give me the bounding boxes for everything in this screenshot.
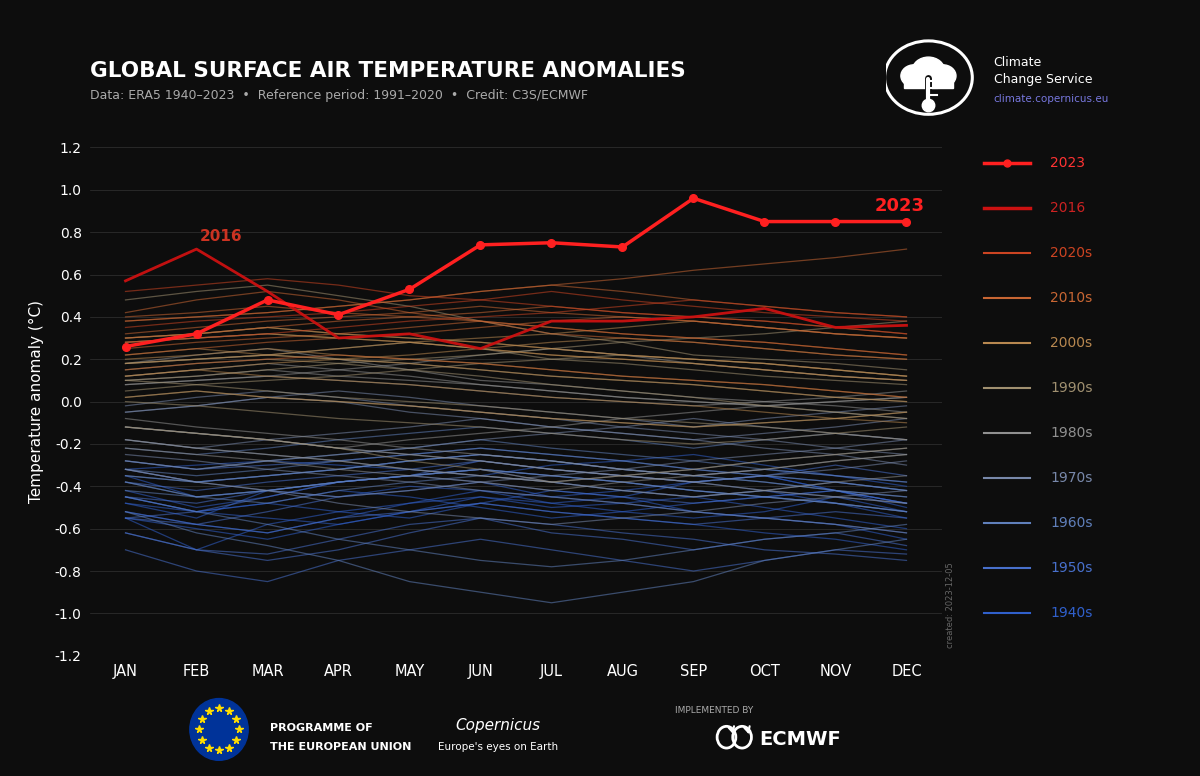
- Text: created: 2023-12-05: created: 2023-12-05: [946, 562, 955, 648]
- Text: 2010s: 2010s: [1050, 291, 1092, 305]
- Text: THE EUROPEAN UNION: THE EUROPEAN UNION: [270, 742, 412, 751]
- Text: GLOBAL SURFACE AIR TEMPERATURE ANOMALIES: GLOBAL SURFACE AIR TEMPERATURE ANOMALIES: [90, 61, 685, 81]
- Bar: [904, 72, 953, 88]
- Text: 1970s: 1970s: [1050, 471, 1092, 485]
- Text: Data: ERA5 1940–2023  •  Reference period: 1991–2020  •  Credit: C3S/ECMWF: Data: ERA5 1940–2023 • Reference period:…: [90, 89, 588, 102]
- Text: Change Service: Change Service: [994, 73, 1092, 85]
- Text: 2020s: 2020s: [1050, 246, 1092, 260]
- Text: 2000s: 2000s: [1050, 336, 1092, 350]
- Text: 1960s: 1960s: [1050, 516, 1092, 530]
- Circle shape: [190, 698, 248, 760]
- Text: ECMWF: ECMWF: [760, 729, 841, 749]
- Text: IMPLEMENTED BY: IMPLEMENTED BY: [674, 705, 754, 715]
- Text: 1950s: 1950s: [1050, 561, 1092, 575]
- Text: 1980s: 1980s: [1050, 426, 1092, 440]
- Text: PROGRAMME OF: PROGRAMME OF: [270, 723, 373, 733]
- Text: Climate: Climate: [994, 56, 1042, 68]
- Text: 1940s: 1940s: [1050, 606, 1092, 620]
- Y-axis label: Temperature anomaly (°C): Temperature anomaly (°C): [29, 300, 43, 503]
- Text: climate.copernicus.eu: climate.copernicus.eu: [994, 95, 1109, 104]
- Circle shape: [930, 65, 956, 87]
- Circle shape: [912, 57, 944, 85]
- Text: Copernicus: Copernicus: [456, 718, 540, 733]
- Text: 1990s: 1990s: [1050, 381, 1092, 395]
- Text: 2016: 2016: [200, 229, 242, 244]
- Text: 2023: 2023: [875, 197, 924, 215]
- Text: 2023: 2023: [1050, 156, 1085, 170]
- Text: Europe's eyes on Earth: Europe's eyes on Earth: [438, 742, 558, 751]
- Text: 2016: 2016: [1050, 201, 1085, 215]
- Circle shape: [901, 65, 928, 87]
